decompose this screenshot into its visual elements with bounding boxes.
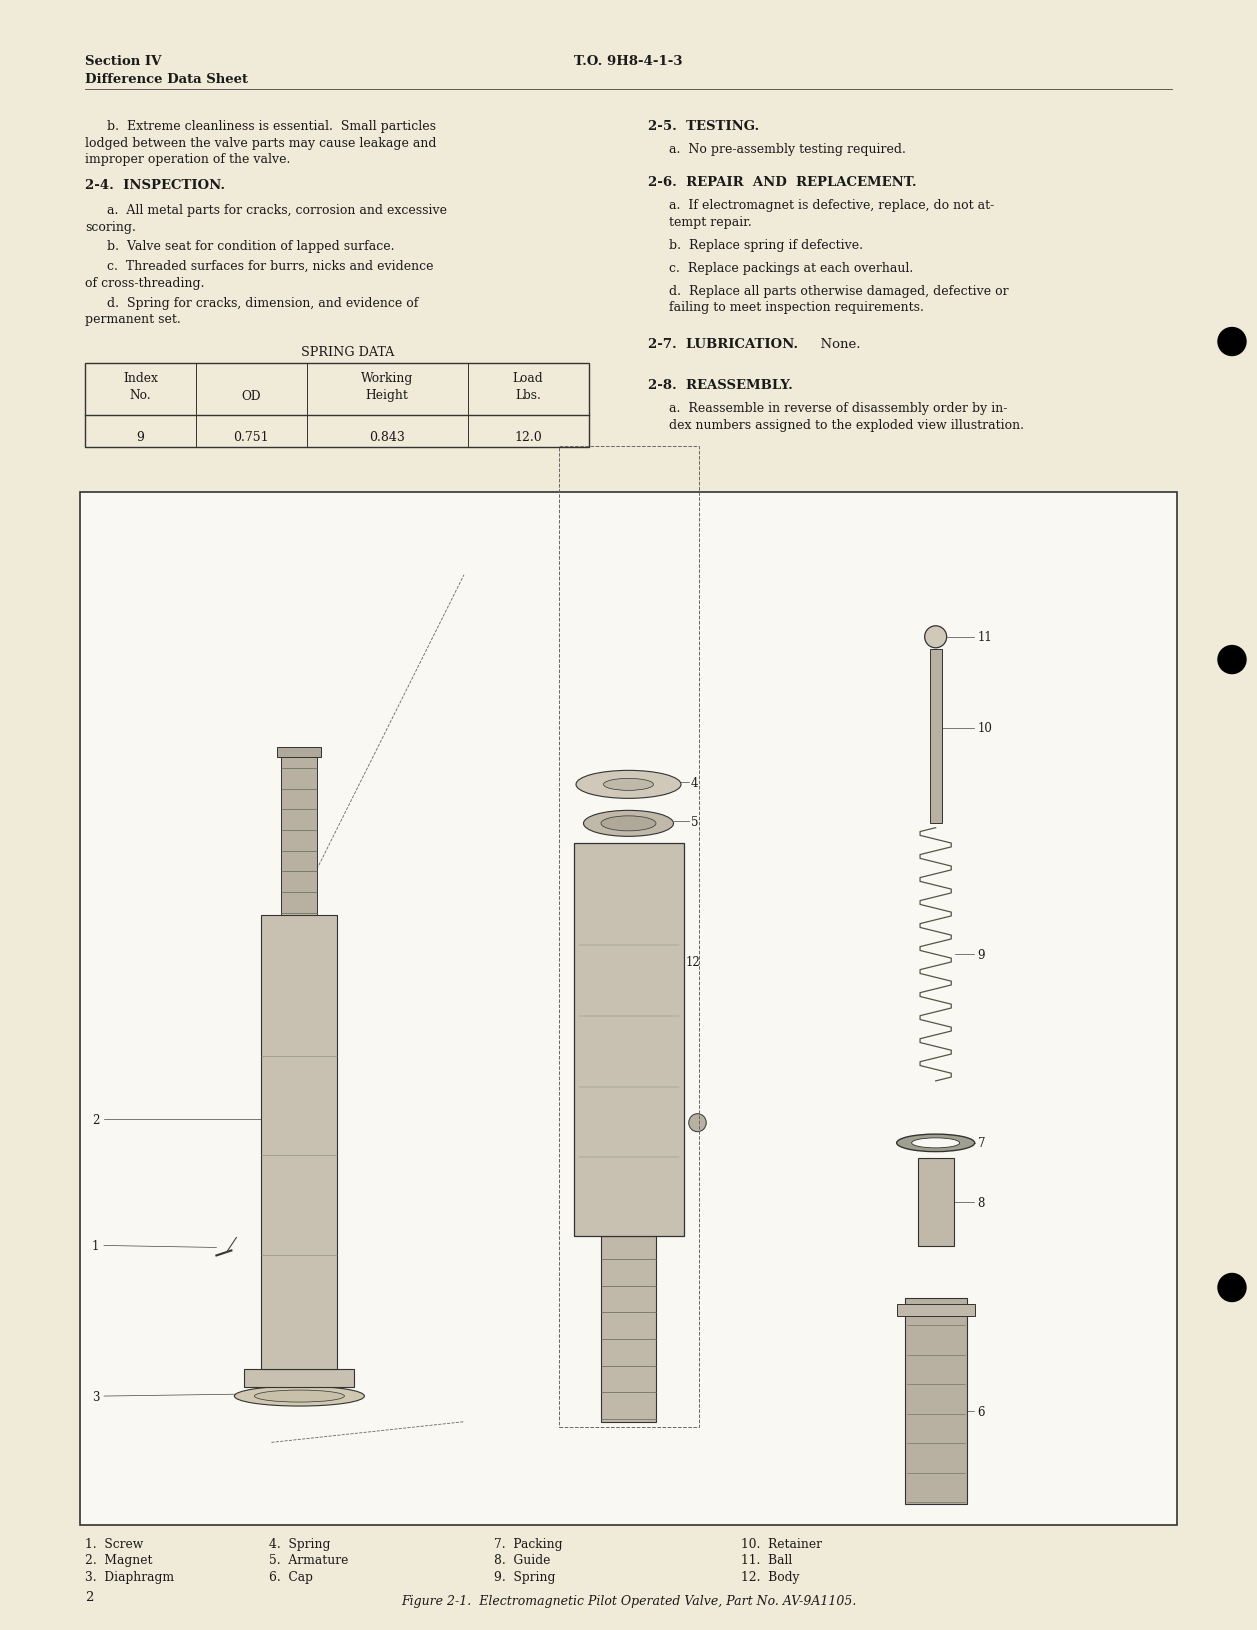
Bar [80, 492, 1177, 1526]
Text: 9: 9 [137, 430, 145, 443]
Text: 7.  Packing: 7. Packing [494, 1537, 563, 1550]
Text: 2-5.  TESTING.: 2-5. TESTING. [647, 121, 759, 134]
Text: a.  All metal parts for cracks, corrosion and excessive: a. All metal parts for cracks, corrosion… [107, 204, 447, 217]
Text: None.: None. [812, 337, 861, 350]
Text: 2: 2 [85, 1589, 93, 1602]
Text: Lbs.: Lbs. [515, 388, 541, 401]
Ellipse shape [689, 1113, 706, 1131]
Text: Difference Data Sheet: Difference Data Sheet [85, 73, 248, 86]
Text: 4: 4 [690, 776, 698, 789]
Text: dex numbers assigned to the exploded view illustration.: dex numbers assigned to the exploded vie… [670, 419, 1024, 432]
Bar [261, 914, 337, 1369]
Text: 12.  Body: 12. Body [740, 1570, 799, 1583]
Text: 4.  Spring: 4. Spring [269, 1537, 329, 1550]
Text: b.  Valve seat for condition of lapped surface.: b. Valve seat for condition of lapped su… [107, 240, 395, 253]
Text: c.  Replace packings at each overhaul.: c. Replace packings at each overhaul. [670, 262, 914, 275]
Text: tempt repair.: tempt repair. [670, 215, 752, 228]
Text: improper operation of the valve.: improper operation of the valve. [85, 153, 290, 166]
Text: 2-4.  INSPECTION.: 2-4. INSPECTION. [85, 179, 225, 192]
Ellipse shape [603, 779, 654, 791]
Text: scoring.: scoring. [85, 220, 136, 233]
Text: 0.751: 0.751 [234, 430, 269, 443]
Text: 5.  Armature: 5. Armature [269, 1553, 348, 1566]
Text: 8.  Guide: 8. Guide [494, 1553, 551, 1566]
Text: of cross-threading.: of cross-threading. [85, 277, 205, 290]
Text: lodged between the valve parts may cause leakage and: lodged between the valve parts may cause… [85, 137, 436, 150]
Text: SPRING DATA: SPRING DATA [300, 346, 393, 359]
Text: 1: 1 [92, 1239, 99, 1252]
Ellipse shape [925, 626, 947, 649]
Ellipse shape [1218, 1273, 1246, 1302]
Text: 11: 11 [978, 631, 993, 644]
Bar [930, 649, 941, 823]
Text: T.O. 9H8-4-1-3: T.O. 9H8-4-1-3 [574, 55, 683, 68]
Text: 12: 12 [685, 955, 700, 968]
Text: 6.  Cap: 6. Cap [269, 1570, 313, 1583]
Bar [278, 748, 322, 758]
Text: c.  Threaded surfaces for burrs, nicks and evidence: c. Threaded surfaces for burrs, nicks an… [107, 261, 434, 274]
Text: OD: OD [241, 390, 261, 403]
Ellipse shape [896, 1134, 974, 1152]
Bar [573, 844, 684, 1236]
Text: 2-7.  LUBRICATION.: 2-7. LUBRICATION. [647, 337, 798, 350]
Bar [558, 447, 699, 1426]
Ellipse shape [234, 1386, 365, 1407]
Text: 2-8.  REASSEMBLY.: 2-8. REASSEMBLY. [647, 378, 792, 391]
Text: 11.  Ball: 11. Ball [740, 1553, 792, 1566]
Bar [244, 1369, 354, 1387]
Text: Section IV: Section IV [85, 55, 161, 68]
Text: Height: Height [366, 388, 409, 401]
Text: 1.  Screw: 1. Screw [85, 1537, 143, 1550]
Ellipse shape [254, 1390, 344, 1402]
Bar [896, 1304, 974, 1315]
Text: permanent set.: permanent set. [85, 313, 181, 326]
Ellipse shape [1218, 645, 1246, 675]
Text: 8: 8 [978, 1196, 985, 1209]
Text: 5: 5 [690, 815, 698, 828]
Text: 10: 10 [978, 722, 993, 735]
Text: Index: Index [123, 372, 158, 385]
Text: No.: No. [129, 388, 151, 401]
Bar [85, 363, 588, 448]
Text: b.  Extreme cleanliness is essential.  Small particles: b. Extreme cleanliness is essential. Sma… [107, 121, 436, 134]
Text: failing to meet inspection requirements.: failing to meet inspection requirements. [670, 302, 924, 315]
Bar [905, 1297, 967, 1504]
Text: 12.0: 12.0 [514, 430, 542, 443]
Text: a.  If electromagnet is defective, replace, do not at-: a. If electromagnet is defective, replac… [670, 199, 994, 212]
Text: a.  Reassemble in reverse of disassembly order by in-: a. Reassemble in reverse of disassembly … [670, 403, 1008, 416]
Text: 10.  Retainer: 10. Retainer [740, 1537, 822, 1550]
Ellipse shape [601, 817, 656, 831]
Text: b.  Replace spring if defective.: b. Replace spring if defective. [670, 238, 864, 251]
Ellipse shape [583, 810, 674, 836]
Ellipse shape [1218, 328, 1246, 357]
Text: 2-6.  REPAIR  AND  REPLACEMENT.: 2-6. REPAIR AND REPLACEMENT. [647, 176, 916, 189]
Text: 0.843: 0.843 [370, 430, 405, 443]
Text: 2.  Magnet: 2. Magnet [85, 1553, 152, 1566]
Text: Figure 2-1.  Electromagnetic Pilot Operated Valve, Part No. AV-9A1105.: Figure 2-1. Electromagnetic Pilot Operat… [401, 1594, 856, 1607]
Text: 9: 9 [978, 949, 985, 962]
Ellipse shape [911, 1138, 959, 1148]
Text: 2: 2 [92, 1113, 99, 1126]
Text: 3.  Diaphragm: 3. Diaphragm [85, 1570, 175, 1583]
Bar [601, 1236, 656, 1421]
Bar [282, 750, 318, 914]
Bar [918, 1159, 954, 1247]
Text: d.  Replace all parts otherwise damaged, defective or: d. Replace all parts otherwise damaged, … [670, 285, 1009, 298]
Text: d.  Spring for cracks, dimension, and evidence of: d. Spring for cracks, dimension, and evi… [107, 297, 419, 310]
Text: 9.  Spring: 9. Spring [494, 1570, 556, 1583]
Text: 3: 3 [92, 1390, 99, 1403]
Text: a.  No pre-assembly testing required.: a. No pre-assembly testing required. [670, 143, 906, 156]
Ellipse shape [576, 771, 681, 799]
Text: Working: Working [361, 372, 414, 385]
Text: 6: 6 [978, 1405, 985, 1418]
Text: 7: 7 [978, 1136, 985, 1149]
Text: Load: Load [513, 372, 543, 385]
